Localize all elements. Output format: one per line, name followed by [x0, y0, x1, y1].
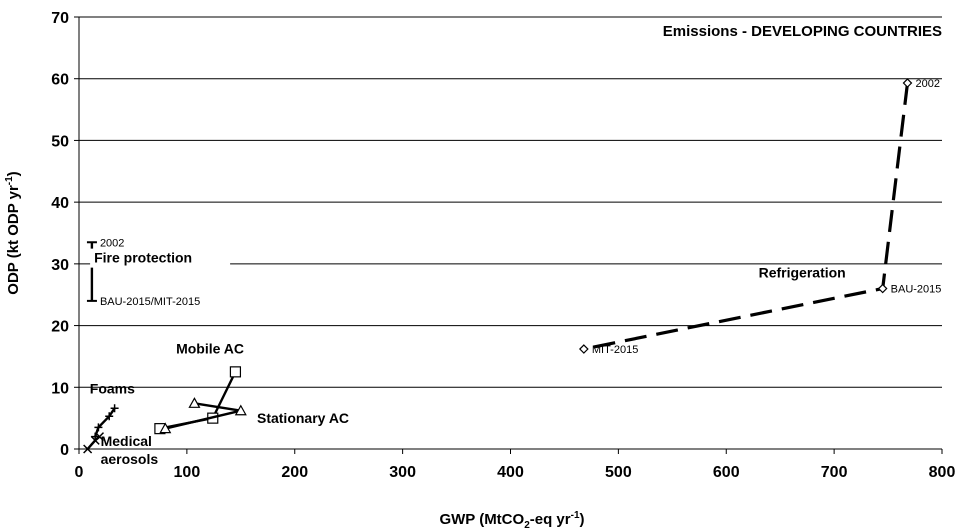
x-tick-label-8: 800	[929, 464, 956, 481]
x-tick-label-5: 500	[605, 464, 632, 481]
chart-title: Emissions - DEVELOPING COUNTRIES	[663, 23, 942, 40]
series-label-1: Fire protection	[94, 250, 192, 266]
annotations: Refrigeration Fire protection Mobile AC Sta…	[90, 248, 846, 467]
x-axis-title-end: )	[580, 511, 585, 528]
y-tick-label-1: 10	[51, 380, 69, 397]
series-0-point-2	[579, 344, 589, 354]
y-axis-title: ODP (kt ODP yr-1)	[4, 171, 22, 294]
series-label-2: Mobile AC	[176, 340, 244, 356]
y-tick-labels: 0 10 20 30 40 50 60 70	[51, 10, 79, 459]
series-label-bg-1	[90, 248, 231, 268]
series-line-4	[94, 407, 116, 438]
series-4-point-1	[105, 412, 114, 421]
y-tick-label-2: 20	[51, 319, 69, 336]
series-1: 2002 BAU-2015/MIT-2015	[86, 237, 200, 308]
axes	[78, 17, 942, 450]
series-label-0: Refrigeration	[759, 264, 846, 280]
y-axis-title-end: )	[5, 171, 22, 176]
series-label-5-1: aerosols	[101, 451, 159, 467]
gridlines	[79, 16, 942, 388]
y-tick-label-7: 70	[51, 10, 69, 27]
series-label-3: Stationary AC	[257, 410, 349, 426]
x-tick-label-3: 300	[389, 464, 416, 481]
series-layer: 2002 BAU-2015 MIT-2015 2002 BAU-2015/MIT-201…	[83, 78, 942, 454]
series-5-point-2	[83, 444, 93, 454]
series-5	[83, 432, 105, 454]
series-0: 2002 BAU-2015 MIT-2015	[579, 78, 942, 356]
x-tick-label-7: 700	[821, 464, 848, 481]
y-axis-title-sup: -1	[4, 176, 15, 185]
x-axis-title-mid: -eq yr	[530, 511, 571, 528]
series-4-point-0	[110, 404, 119, 413]
x-tick-label-1: 100	[174, 464, 201, 481]
x-axis-title-sub: 2	[524, 520, 530, 531]
y-tick-label-0: 0	[60, 442, 69, 459]
point-label-0-1: BAU-2015	[891, 284, 942, 296]
series-line-3	[165, 402, 242, 430]
x-tick-labels: 0 100 200 300 400 500 600 700 800	[75, 449, 956, 481]
y-axis-title-main: ODP (kt ODP yr	[5, 185, 22, 295]
series-label-4: Foams	[90, 380, 135, 396]
series-3-point-1	[234, 404, 247, 416]
x-axis-title-main: GWP (MtCO	[439, 511, 524, 528]
x-axis-title-sup: -1	[571, 510, 580, 521]
y-tick-label-3: 30	[51, 257, 69, 274]
series-0-point-1	[877, 283, 888, 294]
point-label-0-0: 2002	[915, 78, 939, 90]
series-5-point-1	[90, 435, 100, 445]
series-4-point-2	[94, 423, 103, 432]
series-3	[159, 397, 247, 434]
x-tick-label-2: 200	[281, 464, 308, 481]
point-label-0-2: MIT-2015	[592, 344, 638, 356]
series-2-point-0	[229, 366, 242, 378]
point-label-1-0: 2002	[100, 237, 124, 249]
series-3-point-0	[188, 397, 201, 408]
y-tick-label-5: 50	[51, 133, 69, 150]
y-tick-label-4: 40	[51, 195, 69, 212]
point-label-1-1: BAU-2015/MIT-2015	[100, 296, 200, 308]
series-label-5-0: Medical	[101, 433, 152, 449]
series-line-0	[583, 82, 910, 351]
series-4	[91, 404, 119, 441]
series-2	[154, 366, 242, 435]
series-0-point-0	[902, 78, 913, 88]
x-tick-label-0: 0	[75, 464, 84, 481]
x-axis-title: GWP (MtCO2-eq yr-1)	[439, 510, 584, 531]
x-tick-label-6: 600	[713, 464, 740, 481]
series-3-point-2	[159, 422, 172, 434]
y-tick-label-6: 60	[51, 72, 69, 89]
x-tick-label-4: 400	[497, 464, 524, 481]
